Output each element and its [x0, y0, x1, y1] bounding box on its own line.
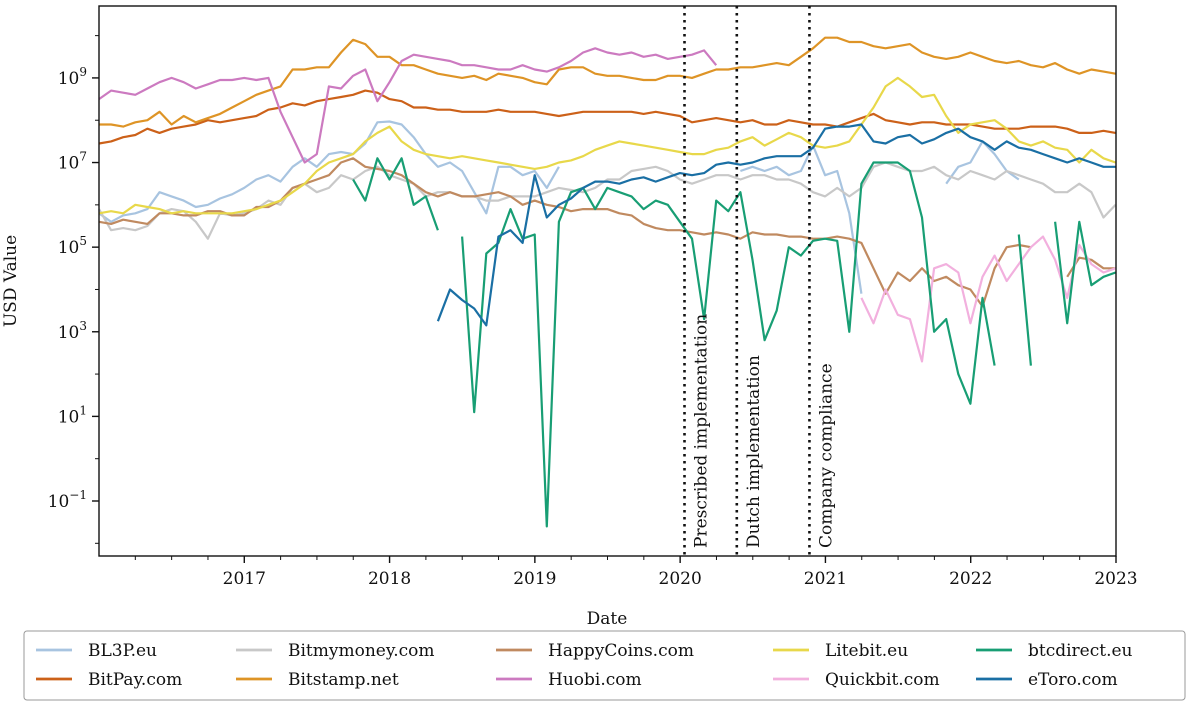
legend-label: BitPay.com: [88, 670, 182, 690]
series-btcdirect-eu: [352, 157, 1116, 528]
x-tick-2023: 2023: [1094, 556, 1138, 589]
series-litebit-eu: [98, 76, 1116, 215]
series-bitpay-com: [98, 89, 1116, 145]
y-tick-label: 105: [58, 234, 87, 258]
x-tick-2018: 2018: [368, 556, 411, 589]
series-line: [98, 161, 1117, 240]
y-tick-label: 10−1: [48, 488, 87, 512]
y-axis: 10−1 101 103 105 107 109: [48, 35, 99, 544]
legend-item-happycoins-com: HappyCoins.com: [496, 641, 694, 661]
legend-frame: [23, 630, 1186, 701]
legend-label: eToro.com: [1028, 670, 1118, 690]
x-tick-label: 2017: [223, 569, 266, 589]
y-tick-5: 105: [58, 234, 99, 258]
legend-label: Litebit.eu: [825, 641, 908, 661]
y-tick-3: 103: [58, 319, 99, 343]
series-line: [352, 157, 1116, 528]
series-line: [98, 89, 1116, 145]
annotation-label: Prescribed implementation: [692, 314, 712, 548]
annotation-company-compliance: Company compliance: [808, 6, 836, 556]
legend-item-quickbit-com: Quickbit.com: [773, 670, 940, 690]
x-tick-2021: 2021: [804, 556, 847, 589]
legend-label: HappyCoins.com: [548, 641, 694, 661]
x-tick-label: 2019: [513, 569, 556, 589]
series-bitstamp-net: [99, 36, 1116, 128]
annotations-layer: Prescribed implementation Dutch implement…: [683, 6, 836, 556]
y-tick-label: 101: [58, 403, 87, 427]
y-tick-label: 109: [58, 65, 87, 89]
legend-label: btcdirect.eu: [1028, 641, 1133, 661]
legend-item-bitpay-com: BitPay.com: [36, 670, 182, 690]
series-line: [860, 235, 1116, 363]
legend-label: Quickbit.com: [825, 670, 940, 690]
annotation-label: Dutch implementation: [744, 355, 764, 548]
legend-label: Bitmymoney.com: [288, 641, 434, 661]
y-tick-label: 107: [58, 150, 87, 174]
x-tick-label: 2022: [949, 569, 992, 589]
series-line: [98, 76, 1116, 215]
x-axis-title: Date: [587, 609, 628, 629]
series-line: [99, 36, 1116, 128]
legend-item-bitstamp-net: Bitstamp.net: [236, 670, 399, 690]
x-axis: 2017 2018 2019 2020 2021 2022 2023: [134, 556, 1138, 589]
series-line: [98, 47, 718, 164]
legend-item-etoro-com: eToro.com: [976, 670, 1118, 690]
x-tick-2022: 2022: [949, 556, 992, 589]
legend-item-bl3p-eu: BL3P.eu: [36, 641, 157, 661]
series-lines-layer: [98, 36, 1117, 528]
x-tick-label: 2023: [1094, 569, 1137, 589]
legend-label: BL3P.eu: [88, 641, 157, 661]
x-tick-label: 2021: [804, 569, 847, 589]
annotation-label: Company compliance: [816, 363, 836, 548]
legend-item-bitmymoney-com: Bitmymoney.com: [236, 641, 434, 661]
x-tick-2017: 2017: [223, 556, 266, 589]
annotation-dutch-implementation: Dutch implementation: [735, 6, 764, 556]
y-tick-9: 109: [58, 65, 99, 89]
legend-item-btcdirect-eu: btcdirect.eu: [976, 641, 1133, 661]
series-huobi-com: [98, 47, 718, 164]
x-tick-label: 2018: [368, 569, 411, 589]
annotation-prescribed-implementation: Prescribed implementation: [683, 6, 712, 556]
x-tick-2019: 2019: [513, 556, 556, 589]
y-tick-7: 107: [58, 150, 99, 174]
series-line: [436, 123, 1116, 327]
y-tick--1: 10−1: [48, 488, 99, 512]
series-bitmymoney-com: [98, 161, 1117, 240]
legend-label: Bitstamp.net: [288, 670, 399, 690]
y-tick-1: 101: [58, 403, 99, 427]
y-axis-title: USD Value: [1, 235, 21, 327]
legend-label: Huobi.com: [548, 670, 642, 690]
x-tick-label: 2020: [659, 569, 702, 589]
series-etoro-com: [436, 123, 1116, 327]
legend-item-huobi-com: Huobi.com: [496, 670, 642, 690]
series-quickbit-com: [860, 235, 1116, 363]
legend-item-litebit-eu: Litebit.eu: [773, 641, 908, 661]
x-tick-2020: 2020: [659, 556, 702, 589]
legend: BL3P.eu BitPay.com Bitmymoney.com Bitstamp.…: [23, 630, 1186, 701]
plot-frame: [98, 5, 1117, 557]
y-tick-label: 103: [58, 319, 87, 343]
